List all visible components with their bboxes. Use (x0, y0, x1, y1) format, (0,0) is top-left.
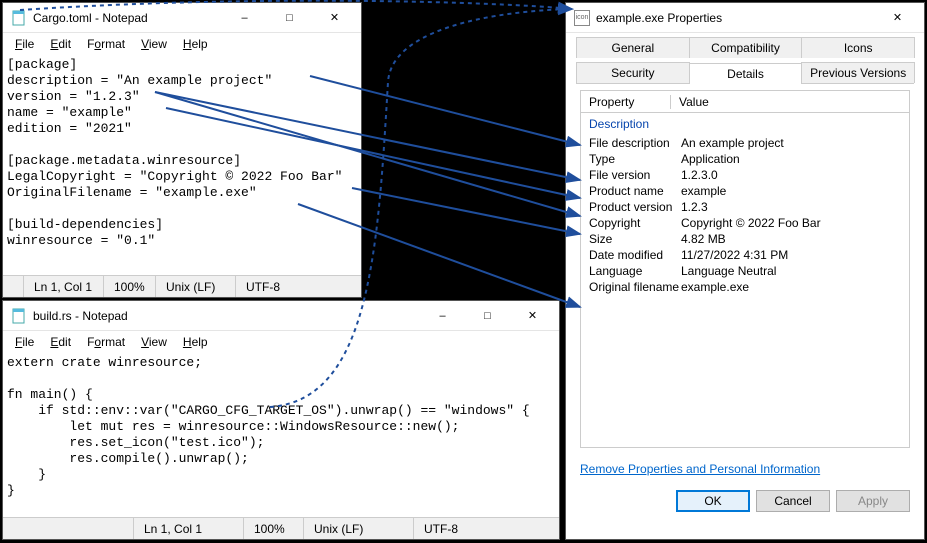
property-row[interactable]: File descriptionAn example project (581, 135, 909, 151)
tab-previous-versions[interactable]: Previous Versions (801, 62, 915, 83)
property-key: File description (581, 136, 681, 150)
menu-view[interactable]: View (135, 333, 173, 351)
remove-properties-link[interactable]: Remove Properties and Personal Informati… (580, 462, 820, 476)
menu-format[interactable]: Format (81, 35, 131, 53)
ok-button[interactable]: OK (676, 490, 750, 512)
properties-header: Property Value (581, 91, 909, 113)
statusbar: Ln 1, Col 1 100% Unix (LF) UTF-8 (3, 275, 361, 297)
tabs-row-bottom: Security Details Previous Versions (576, 62, 914, 84)
tab-icons[interactable]: Icons (801, 37, 915, 58)
maximize-button[interactable]: □ (465, 302, 510, 330)
menubar: File Edit Format View Help (3, 33, 361, 55)
property-row[interactable]: Product version1.2.3 (581, 199, 909, 215)
window-title: build.rs - Notepad (33, 309, 420, 323)
tabs-row-top: General Compatibility Icons (576, 37, 914, 58)
cancel-button[interactable]: Cancel (756, 490, 830, 512)
menu-edit[interactable]: Edit (44, 35, 77, 53)
apply-button[interactable]: Apply (836, 490, 910, 512)
tab-security[interactable]: Security (576, 62, 690, 83)
menu-view[interactable]: View (135, 35, 173, 53)
titlebar[interactable]: icon example.exe Properties ✕ (566, 3, 924, 33)
property-key: Language (581, 264, 681, 278)
titlebar[interactable]: build.rs - Notepad – □ ✕ (3, 301, 559, 331)
menu-edit[interactable]: Edit (44, 333, 77, 351)
close-button[interactable]: ✕ (510, 302, 555, 330)
property-value: 1.2.3 (681, 200, 909, 214)
status-zoom: 100% (243, 518, 303, 539)
menubar: File Edit Format View Help (3, 331, 559, 353)
property-value: 1.2.3.0 (681, 168, 909, 182)
menu-format[interactable]: Format (81, 333, 131, 351)
property-key: Size (581, 232, 681, 246)
tab-general[interactable]: General (576, 37, 690, 58)
menu-help[interactable]: Help (177, 35, 214, 53)
minimize-button[interactable]: – (222, 4, 267, 32)
status-encoding: UTF-8 (413, 518, 559, 539)
property-row[interactable]: Product nameexample (581, 183, 909, 199)
menu-help[interactable]: Help (177, 333, 214, 351)
statusbar: Ln 1, Col 1 100% Unix (LF) UTF-8 (3, 517, 559, 539)
menu-file[interactable]: File (9, 333, 40, 351)
property-key: Date modified (581, 248, 681, 262)
dialog-buttons: OK Cancel Apply (566, 484, 924, 522)
notepad-icon (11, 308, 27, 324)
property-value: example (681, 184, 909, 198)
status-zoom: 100% (103, 276, 155, 297)
status-position: Ln 1, Col 1 (23, 276, 103, 297)
status-encoding: UTF-8 (235, 276, 361, 297)
property-value: example.exe (681, 280, 909, 294)
notepad-icon (11, 10, 27, 26)
window-title: example.exe Properties (596, 11, 875, 25)
tab-details[interactable]: Details (689, 63, 803, 84)
titlebar[interactable]: Cargo.toml - Notepad – □ ✕ (3, 3, 361, 33)
property-row[interactable]: CopyrightCopyright © 2022 Foo Bar (581, 215, 909, 231)
text-editor[interactable]: extern crate winresource; fn main() { if… (3, 353, 559, 517)
minimize-button[interactable]: – (420, 302, 465, 330)
properties-dialog: icon example.exe Properties ✕ General Co… (565, 2, 925, 540)
property-row[interactable]: Size4.82 MB (581, 231, 909, 247)
property-row[interactable]: Original filenameexample.exe (581, 279, 909, 295)
property-value: Copyright © 2022 Foo Bar (681, 216, 909, 230)
property-value: 4.82 MB (681, 232, 909, 246)
status-position: Ln 1, Col 1 (133, 518, 243, 539)
header-value: Value (671, 95, 717, 109)
property-row[interactable]: File version1.2.3.0 (581, 167, 909, 183)
property-value: Application (681, 152, 909, 166)
status-eol: Unix (LF) (155, 276, 235, 297)
property-key: Copyright (581, 216, 681, 230)
status-eol: Unix (LF) (303, 518, 413, 539)
text-editor[interactable]: [package] description = "An example proj… (3, 55, 361, 275)
property-key: Original filename (581, 280, 681, 294)
property-row[interactable]: Date modified11/27/2022 4:31 PM (581, 247, 909, 263)
property-value: An example project (681, 136, 909, 150)
close-button[interactable]: ✕ (875, 4, 920, 32)
close-button[interactable]: ✕ (312, 4, 357, 32)
exe-icon: icon (574, 10, 590, 26)
property-group: Description (581, 113, 909, 135)
cargo-notepad-window: Cargo.toml - Notepad – □ ✕ File Edit For… (2, 2, 362, 298)
property-value: Language Neutral (681, 264, 909, 278)
build-notepad-window: build.rs - Notepad – □ ✕ File Edit Forma… (2, 300, 560, 540)
property-key: Product version (581, 200, 681, 214)
window-title: Cargo.toml - Notepad (33, 11, 222, 25)
property-row[interactable]: LanguageLanguage Neutral (581, 263, 909, 279)
property-key: File version (581, 168, 681, 182)
tab-compatibility[interactable]: Compatibility (689, 37, 803, 58)
property-key: Product name (581, 184, 681, 198)
menu-file[interactable]: File (9, 35, 40, 53)
property-row[interactable]: TypeApplication (581, 151, 909, 167)
property-value: 11/27/2022 4:31 PM (681, 248, 909, 262)
maximize-button[interactable]: □ (267, 4, 312, 32)
property-key: Type (581, 152, 681, 166)
header-property: Property (581, 95, 671, 109)
properties-body: Property Value Description File descript… (580, 90, 910, 448)
